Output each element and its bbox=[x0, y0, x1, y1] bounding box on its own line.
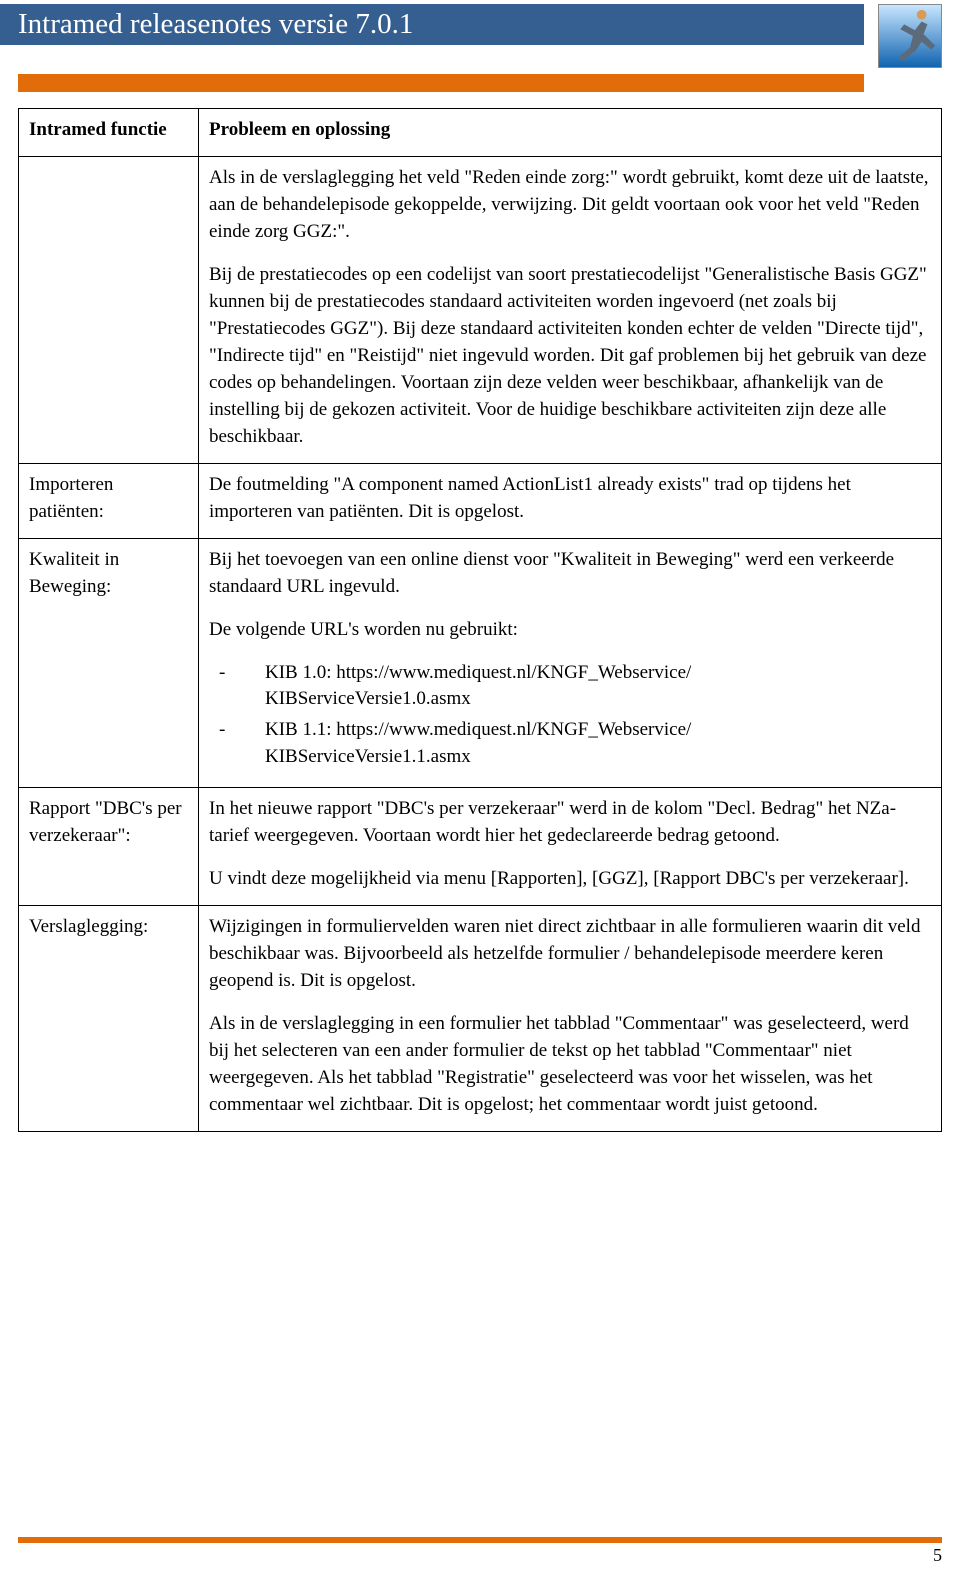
para: In het nieuwe rapport "DBC's per verzeke… bbox=[209, 796, 931, 850]
accent-bar bbox=[18, 74, 864, 92]
func-cell: Rapport "DBC's per verzekeraar": bbox=[19, 788, 199, 906]
desc-cell: Bij het toevoegen van een online dienst … bbox=[199, 538, 942, 788]
table-row: Als in de verslaglegging het veld "Reden… bbox=[19, 156, 942, 463]
page-footer: 5 bbox=[18, 1537, 942, 1566]
para: U vindt deze mogelijkheid via menu [Rapp… bbox=[209, 866, 931, 893]
desc-cell: In het nieuwe rapport "DBC's per verzeke… bbox=[199, 788, 942, 906]
page-title: Intramed releasenotes versie 7.0.1 bbox=[0, 4, 864, 45]
func-cell bbox=[19, 156, 199, 463]
para: De foutmelding "A component named Action… bbox=[209, 472, 931, 526]
desc-cell: Als in de verslaglegging het veld "Reden… bbox=[199, 156, 942, 463]
para: Bij het toevoegen van een online dienst … bbox=[209, 547, 931, 601]
list-item: KIB 1.1: https://www.mediquest.nl/KNGF_W… bbox=[209, 717, 931, 771]
page-number: 5 bbox=[18, 1545, 942, 1566]
table-header-row: Intramed functie Probleem en oplossing bbox=[19, 109, 942, 157]
table-row: Rapport "DBC's per verzekeraar": In het … bbox=[19, 788, 942, 906]
table-row: Importeren patiënten: De foutmelding "A … bbox=[19, 463, 942, 538]
page-header: Intramed releasenotes versie 7.0.1 bbox=[0, 0, 960, 68]
para: Wijzigingen in formuliervelden waren nie… bbox=[209, 914, 931, 995]
func-cell: Kwaliteit in Beweging: bbox=[19, 538, 199, 788]
desc-cell: Wijzigingen in formuliervelden waren nie… bbox=[199, 906, 942, 1132]
footer-accent-bar bbox=[18, 1537, 942, 1543]
func-cell: Importeren patiënten: bbox=[19, 463, 199, 538]
para: Als in de verslaglegging in een formulie… bbox=[209, 1011, 931, 1119]
col2-header: Probleem en oplossing bbox=[199, 109, 942, 157]
para: Als in de verslaglegging het veld "Reden… bbox=[209, 165, 931, 246]
url-list: KIB 1.0: https://www.mediquest.nl/KNGF_W… bbox=[209, 660, 931, 772]
para: Bij de prestatiecodes op een codelijst v… bbox=[209, 262, 931, 451]
logo-icon bbox=[878, 4, 942, 68]
content-area: Intramed functie Probleem en oplossing A… bbox=[0, 92, 960, 1132]
para: De volgende URL's worden nu gebruikt: bbox=[209, 617, 931, 644]
release-table: Intramed functie Probleem en oplossing A… bbox=[18, 108, 942, 1132]
desc-cell: De foutmelding "A component named Action… bbox=[199, 463, 942, 538]
table-row: Kwaliteit in Beweging: Bij het toevoegen… bbox=[19, 538, 942, 788]
col1-header: Intramed functie bbox=[19, 109, 199, 157]
func-cell: Verslaglegging: bbox=[19, 906, 199, 1132]
list-item: KIB 1.0: https://www.mediquest.nl/KNGF_W… bbox=[209, 660, 931, 714]
table-row: Verslaglegging: Wijzigingen in formulier… bbox=[19, 906, 942, 1132]
